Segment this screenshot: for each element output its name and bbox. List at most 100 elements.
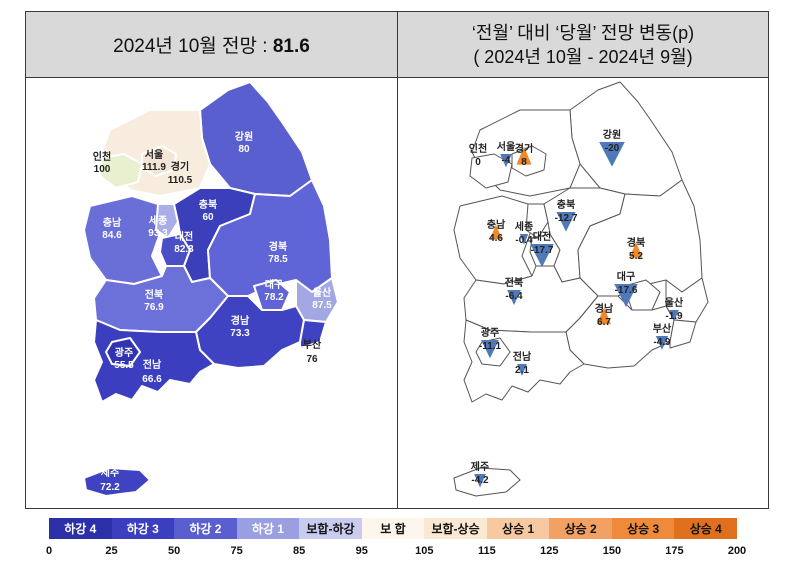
left-region-value-5: 93.3	[148, 228, 168, 239]
right-region-name-8: 경북	[627, 236, 645, 249]
region-incheon[interactable]	[99, 153, 143, 189]
left-region-name-0: 인천	[93, 150, 111, 163]
left-region-value-0: 100	[94, 164, 111, 175]
figure-frame: 2024년 10월 전망 : 81.6 ‘전월’ 대비 ‘당월’ 전망 변동(p…	[25, 11, 769, 509]
left-region-name-13: 부산	[303, 338, 322, 351]
left-region-value-13: 76	[306, 354, 318, 365]
right-region-value-14: -11.1	[479, 341, 502, 352]
left-region-value-1: 111.9	[142, 162, 166, 173]
right-region-value-16: -4.2	[471, 475, 489, 486]
left-region-name-3: 강원	[235, 130, 253, 143]
left-panel-header: 2024년 10월 전망 : 81.6	[26, 12, 398, 78]
legend-tick-11: 200	[727, 545, 747, 557]
right-panel-title-line1: ‘전월’ 대비 ‘당월’ 전망 변동(p)	[471, 22, 695, 43]
left-panel-title: 2024년 10월 전망 : 81.6	[113, 36, 310, 57]
change-arrow-11	[655, 336, 669, 351]
right-region-name-1: 서울	[497, 140, 515, 153]
right-region-value-8: 5.2	[629, 251, 643, 262]
left-region-value-15: 66.6	[142, 374, 162, 385]
change-arrow-15	[517, 364, 527, 377]
region-sejong[interactable]	[155, 203, 179, 239]
right-region-name-11: 부산	[653, 322, 672, 335]
legend-tick-7: 115	[477, 545, 496, 557]
right-region-name-12: 경남	[595, 302, 614, 315]
change-arrow-5	[519, 234, 529, 245]
right-region-name-3: 강원	[603, 128, 621, 141]
left-region-value-10: 87.5	[312, 300, 332, 311]
region-busan[interactable]	[299, 319, 327, 349]
left-region-name-5: 세종	[149, 214, 167, 227]
right-region-value-6: -17.7	[531, 245, 554, 256]
right-region-name-2: 경기	[515, 142, 533, 155]
right-region-name-6: 대전	[533, 230, 551, 243]
legend-tick-8: 125	[540, 545, 559, 557]
right-region-name-15: 전남	[513, 350, 532, 363]
left-region-name-15: 전남	[143, 358, 162, 371]
change-arrow-10	[669, 310, 679, 322]
legend-item-4: 보합-하강	[299, 518, 362, 539]
region-outline-busan[interactable]	[669, 319, 697, 349]
right-region-value-1: -4	[502, 155, 511, 166]
change-arrow-6	[530, 244, 554, 268]
region-chungnam[interactable]	[83, 195, 163, 285]
left-region-value-2: 110.5	[168, 175, 193, 186]
right-change-map: 인천 0 서울 -4 경기 8 강원 -20 충남 4.6 세종 -0.4 대전 -17.7 충북 -12.7…	[453, 81, 709, 497]
legend-item-9: 상승 3	[611, 518, 675, 539]
region-gangwon[interactable]	[199, 81, 313, 197]
right-region-name-16: 제주	[471, 460, 489, 473]
change-arrow-12	[597, 307, 611, 325]
left-region-name-2: 경기	[171, 160, 189, 173]
left-region-name-7: 대전	[175, 230, 193, 243]
left-region-name-12: 경남	[231, 314, 250, 327]
left-region-value-11: 76.9	[144, 302, 164, 313]
left-region-name-8: 경북	[269, 240, 287, 253]
right-region-name-13: 전북	[505, 276, 523, 289]
change-arrow-9	[614, 284, 638, 308]
left-region-name-1: 서울	[145, 148, 163, 161]
change-arrow-14	[481, 340, 499, 359]
right-region-value-9: -17.6	[615, 285, 638, 296]
region-outline-incheon[interactable]	[469, 153, 513, 189]
left-region-name-14: 광주	[115, 347, 133, 359]
left-region-value-6: 60	[202, 212, 214, 223]
change-arrow-2	[516, 146, 532, 165]
legend-item-8: 상승 2	[549, 518, 612, 539]
right-region-value-12: 6.7	[597, 317, 611, 328]
legend-item-5: 보 합	[361, 518, 425, 539]
change-arrow-4	[489, 224, 503, 240]
change-arrow-16	[474, 474, 486, 488]
right-panel-title-line2: ( 2024년 10월 - 2024년 9월)	[473, 46, 693, 67]
legend-tick-10: 175	[665, 545, 684, 557]
legend-tick-6: 105	[415, 545, 434, 557]
legend-item-0: 하강 4	[49, 518, 112, 539]
left-region-name-6: 충북	[199, 198, 217, 211]
right-region-name-7: 충북	[557, 198, 575, 211]
right-region-value-4: 4.6	[489, 233, 503, 244]
left-region-value-3: 80	[238, 144, 250, 155]
panel-divider	[397, 78, 398, 508]
right-region-value-13: -6.4	[505, 291, 523, 302]
left-region-value-4: 84.6	[102, 230, 122, 241]
left-region-value-12: 73.3	[230, 328, 250, 339]
region-jeju[interactable]	[83, 467, 151, 497]
region-outline-gangwon[interactable]	[569, 81, 683, 197]
region-outline-sejong[interactable]	[525, 203, 549, 239]
left-region-name-11: 전북	[145, 288, 163, 301]
left-region-value-14: 55.5	[114, 360, 134, 371]
right-region-value-15: 2.1	[515, 365, 529, 376]
legend-ticks: 0 25 50 75 85 95 105 115 125 150 175 200	[0, 545, 792, 559]
right-region-name-0: 인천	[469, 142, 487, 155]
legend-tick-5: 95	[355, 545, 368, 557]
right-region-name-10: 울산	[665, 296, 684, 309]
left-region-name-16: 제주	[101, 466, 119, 479]
left-region-value-7: 82.3	[174, 244, 194, 255]
region-daegu[interactable]	[253, 279, 291, 311]
region-outline-jeju[interactable]	[453, 467, 521, 497]
change-arrow-8	[629, 242, 643, 258]
right-region-value-5: -0.4	[515, 235, 533, 246]
right-region-value-0: 0	[475, 157, 481, 168]
region-gwangju[interactable]	[105, 337, 141, 367]
change-arrow-13	[507, 290, 521, 306]
legend-item-7: 상승 1	[486, 518, 550, 539]
